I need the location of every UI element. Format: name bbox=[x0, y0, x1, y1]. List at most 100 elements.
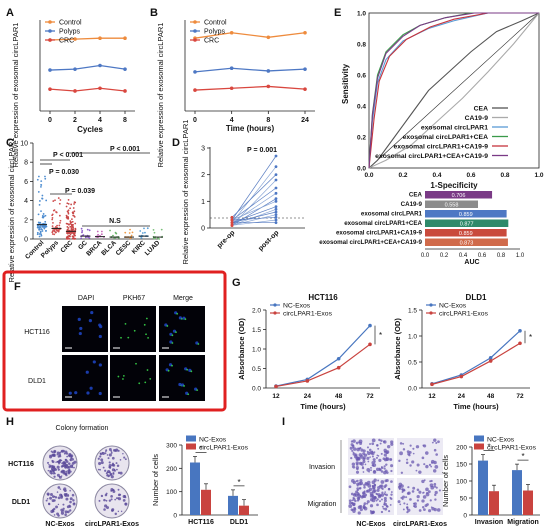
sig-label-4: P < 0.001 bbox=[110, 146, 140, 153]
scatter-point-2 bbox=[67, 212, 70, 215]
cell-spot bbox=[429, 499, 432, 502]
scatter-point-2 bbox=[66, 226, 69, 228]
y-tick-label: 1.0 bbox=[252, 347, 261, 354]
cell-spot bbox=[353, 502, 356, 505]
pair-line-4 bbox=[231, 187, 277, 221]
auc-bar-3 bbox=[425, 219, 509, 227]
scatter-point-0 bbox=[41, 216, 44, 219]
chart-title: HCT116 bbox=[308, 293, 338, 302]
post-point bbox=[274, 210, 278, 214]
post-point bbox=[274, 186, 278, 190]
colony-spot bbox=[54, 472, 56, 475]
cell-spot bbox=[416, 488, 420, 492]
cell-spot bbox=[402, 508, 405, 511]
colony-spot bbox=[104, 504, 108, 508]
scatter-point-0 bbox=[36, 178, 39, 181]
growth-line-1 bbox=[431, 342, 521, 385]
scatter-point-0 bbox=[39, 221, 42, 224]
colony-spot bbox=[51, 451, 54, 454]
scatter-point-0 bbox=[41, 197, 43, 200]
sig-star: * bbox=[237, 478, 240, 487]
scatter-point-1 bbox=[58, 224, 61, 227]
panel-c-yticks: 0 2 4 6 8 10 bbox=[20, 141, 33, 244]
roc-curve-5 bbox=[368, 12, 539, 169]
growth-point-1 bbox=[336, 365, 341, 370]
auc-category-label: CA19-9 bbox=[401, 201, 423, 208]
scatter-point-2 bbox=[73, 215, 76, 218]
roc-curve-0 bbox=[368, 12, 540, 169]
cell-spot bbox=[380, 480, 385, 484]
exosome-spot bbox=[117, 375, 120, 378]
x-tick-label: 4 bbox=[98, 117, 102, 124]
cell-spot bbox=[352, 439, 356, 443]
cell-spot bbox=[418, 470, 422, 474]
nucleus-spot bbox=[68, 391, 72, 395]
cell-spot bbox=[409, 498, 412, 501]
cell-spot bbox=[380, 498, 383, 501]
cell-spot bbox=[437, 440, 440, 444]
pre-point bbox=[230, 223, 234, 227]
y-tick-label: 0.0 bbox=[408, 386, 417, 393]
cell-spot bbox=[356, 479, 359, 483]
scatter-point-6 bbox=[130, 234, 133, 237]
scatter-point-0 bbox=[41, 194, 44, 197]
exosome-spot bbox=[197, 343, 200, 345]
colony-spot bbox=[54, 496, 58, 499]
series-point-1-0 bbox=[193, 70, 197, 74]
cell-spot bbox=[386, 444, 391, 449]
scatter-point-3 bbox=[86, 228, 89, 231]
scatter-point-2 bbox=[71, 218, 73, 221]
cell-spot bbox=[422, 491, 425, 494]
cell-spot bbox=[405, 461, 409, 465]
scatter-point-1 bbox=[58, 202, 61, 205]
colony-spot bbox=[62, 503, 65, 506]
colony-spot bbox=[59, 488, 62, 490]
y-tick-label: 8 bbox=[24, 160, 28, 167]
cell-spot bbox=[372, 458, 376, 462]
cell-spot bbox=[366, 456, 370, 460]
panel-h-row-hct116: HCT116 bbox=[8, 461, 34, 468]
cell-spot bbox=[385, 451, 389, 454]
cell-spot bbox=[351, 462, 356, 466]
colony-spot bbox=[64, 450, 68, 454]
cell-spot bbox=[364, 493, 368, 497]
scatter-point-2 bbox=[66, 232, 68, 234]
cell-spot bbox=[423, 479, 426, 482]
cell-spot bbox=[383, 465, 386, 468]
cell-spot bbox=[376, 444, 379, 447]
y-tick-label: 2.0 bbox=[252, 308, 261, 315]
cell-spot bbox=[377, 485, 381, 490]
exosome-spot bbox=[186, 368, 189, 371]
y-tick-label: 0 bbox=[201, 226, 205, 233]
panel-e: E Sensitivity 0.00.00.20.20.40.40.60.60.… bbox=[319, 7, 544, 266]
panel-f: F DAPI PKH67 Merge HCT116 DLD1 bbox=[2, 270, 227, 412]
nucleus-spot bbox=[98, 391, 102, 396]
cell-spot bbox=[385, 456, 388, 459]
auc-bar-label: 0.859 bbox=[459, 212, 473, 218]
x-tick-label: 0.4 bbox=[432, 172, 441, 179]
colony-spot bbox=[105, 449, 108, 452]
category-label: DLD1 bbox=[230, 519, 248, 526]
cell-spot bbox=[389, 503, 392, 506]
cell-spot bbox=[371, 438, 376, 443]
colony-spot bbox=[60, 459, 63, 462]
scatter-point-0 bbox=[42, 213, 45, 215]
colony-spot bbox=[117, 488, 120, 491]
auc-bar-0 bbox=[425, 191, 493, 199]
exosome-spot bbox=[122, 378, 124, 380]
colony-spot bbox=[57, 455, 61, 458]
scatter-point-2 bbox=[65, 236, 68, 239]
colony-spot bbox=[63, 492, 67, 497]
colony-spot bbox=[59, 451, 62, 454]
cell-spot bbox=[384, 484, 388, 487]
cell-spot bbox=[371, 489, 376, 494]
colony-spot bbox=[110, 475, 114, 479]
colony-spot bbox=[69, 509, 72, 512]
scatter-point-8 bbox=[152, 237, 155, 240]
exosome-spot bbox=[147, 336, 149, 339]
series-line-1 bbox=[194, 67, 306, 73]
legend-label: exosomal circLPAR1+CEA bbox=[403, 134, 489, 141]
bar-0-0 bbox=[478, 460, 488, 515]
scatter-point-5 bbox=[114, 231, 117, 234]
